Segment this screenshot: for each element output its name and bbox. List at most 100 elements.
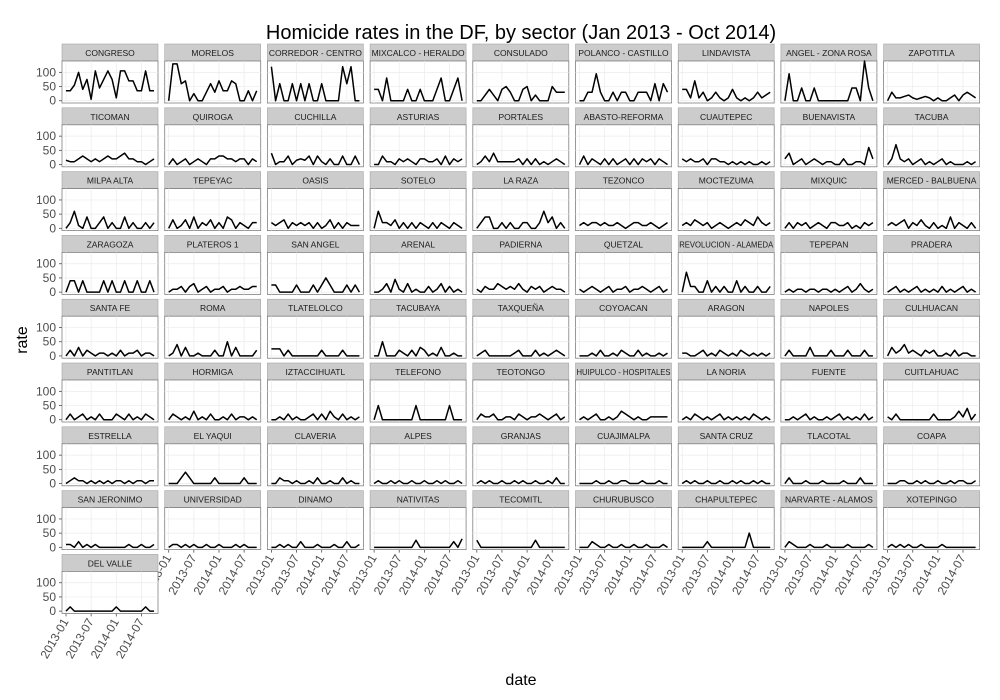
facet-strip-label: QUETZAL	[604, 239, 643, 249]
facet-plot-area	[266, 60, 364, 104]
series-line	[374, 340, 463, 357]
facet-panel: MERCED - BALBUENA	[883, 171, 980, 232]
facet-strip-label: HUIPULCO - HOSPITALES	[577, 367, 671, 377]
y-tick-label: 50	[43, 207, 57, 221]
facet-panel: ALPES	[369, 426, 467, 487]
facet-plot-area	[575, 379, 672, 423]
facet-strip-label: CLAVERIA	[295, 431, 337, 441]
y-tick-label: 100	[36, 129, 56, 143]
facet-plot-area	[164, 251, 262, 295]
series-line	[887, 407, 977, 421]
series-line	[65, 152, 155, 166]
facet-strip-label: MOCTEZUMA	[699, 176, 754, 186]
facet-strip-label: ESTRELLA	[88, 431, 132, 441]
facet-plot-background	[883, 443, 980, 487]
facet-plot-area	[677, 443, 775, 487]
facet-strip-label: PADIERNA	[499, 239, 542, 249]
facet-plot-background	[164, 124, 262, 168]
facet-plot-background	[266, 60, 364, 104]
series-line	[476, 413, 566, 421]
series-line	[681, 271, 771, 293]
facet-strip-label: MERCED - BALBUENA	[887, 176, 977, 186]
facet-plot-area	[369, 188, 467, 232]
facet-strip-label: MILPA ALTA	[87, 176, 134, 186]
facet-plot-area	[369, 60, 467, 104]
facet-panel: EL YAQUI	[164, 426, 262, 487]
facet-strip-label: ANGEL - ZONA ROSA	[786, 48, 872, 58]
facet-panel: ARAGON	[677, 298, 775, 359]
facet-plot-area	[883, 188, 980, 232]
x-axis-title: date	[505, 672, 536, 689]
facet-panel: TEZONCO	[575, 171, 672, 232]
series-line	[373, 479, 463, 485]
facet-plot-background	[780, 507, 878, 551]
facet-plot-area	[472, 188, 570, 232]
facet-strip-label: NAPOLES	[809, 303, 849, 313]
y-tick-label: 0	[49, 285, 56, 299]
facet-panel: CONSULADO	[472, 43, 570, 104]
facet-strip-label: SOTELO	[401, 176, 436, 186]
facet-plot-area	[472, 124, 570, 168]
facet-strip-label: UNIVERSIDAD	[184, 495, 242, 505]
y-tick-label: 0	[49, 94, 56, 108]
facet-panel: PRADERA	[883, 235, 980, 295]
facet-plot-background	[575, 379, 672, 423]
series-line	[373, 404, 463, 421]
facet-strip-label: TECOMITL	[499, 495, 542, 505]
y-tick-label: 50	[43, 80, 57, 94]
y-tick-label: 0	[49, 477, 56, 491]
facet-panel: REVOLUCION - ALAMEDA	[677, 235, 775, 295]
facet-plot-background	[61, 443, 159, 487]
facet-plot-area	[575, 188, 672, 232]
facet-plot-background	[677, 507, 775, 551]
series-line	[476, 539, 565, 549]
facet-panel: SANTA CRUZ	[677, 426, 775, 487]
y-tick-label: 100	[36, 448, 56, 462]
facet-strip-label: ARENAL	[401, 239, 435, 249]
series-line	[784, 477, 873, 485]
series-line	[681, 158, 771, 166]
facet-panel: ANGEL - ZONA ROSA	[780, 43, 878, 104]
facet-plot-area	[266, 124, 364, 168]
series-line	[374, 77, 463, 102]
y-axis-title: rate	[14, 326, 31, 354]
facet-panel: ARENAL	[369, 235, 467, 295]
chart-title: Homicide rates in the DF, by sector (Jan…	[266, 22, 776, 44]
facet-plot-background	[472, 188, 570, 232]
facet-plot-area	[883, 124, 980, 168]
facet-panel: FUENTE	[780, 362, 878, 423]
series-line	[681, 479, 771, 485]
facet-plot-area	[575, 60, 672, 104]
series-line	[374, 155, 463, 166]
facet-strip-label: SANTA CRUZ	[700, 431, 753, 441]
facet-plot-area	[780, 60, 878, 104]
series-line	[579, 540, 668, 549]
series-line	[887, 543, 976, 549]
series-line	[65, 210, 155, 230]
facet-plot-background	[575, 443, 672, 487]
facet-plot-background	[677, 188, 775, 232]
series-line	[271, 410, 360, 421]
facet-plot-area	[677, 188, 775, 232]
y-tick-label: 100	[36, 512, 56, 526]
y-tick-label: 0	[49, 413, 56, 427]
series-line	[168, 282, 257, 293]
facet-plot-area	[369, 124, 467, 168]
facet-plot-background	[164, 507, 262, 551]
facet-plot-background	[61, 315, 159, 359]
facet-plot-background	[677, 124, 775, 168]
facet-plot-background	[677, 443, 775, 487]
facet-strip-label: EL YAQUI	[194, 431, 232, 441]
facet-strip-label: TEPEYAC	[193, 176, 232, 186]
facet-plot-area	[266, 251, 364, 295]
facet-strip-label: ROMA	[200, 303, 226, 313]
series-line	[887, 216, 977, 230]
facet-plot-background	[369, 379, 467, 423]
